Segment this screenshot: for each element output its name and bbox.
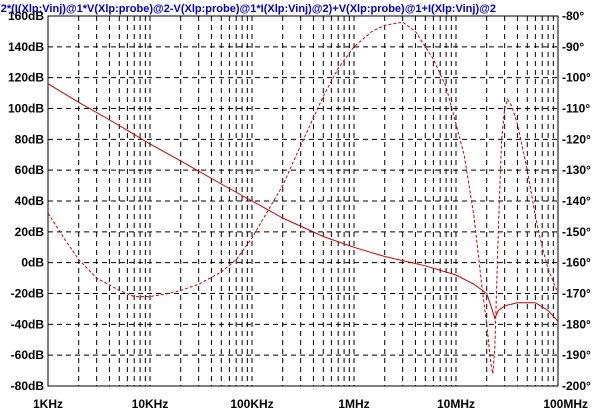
y-left-tick-label: 140dB bbox=[8, 40, 44, 54]
y-right-tick-label: -170° bbox=[562, 287, 591, 301]
y-right-tick-label: -110° bbox=[562, 102, 590, 116]
tick-labels: 160dB 140dB 120dB 100dB 80dB 60dB 40dB 20dB 0dB -… bbox=[8, 9, 591, 411]
y-right-tick-label: -200° bbox=[562, 379, 591, 393]
y-left-tick-label: -20dB bbox=[11, 287, 45, 301]
y-left-tick-label: -60dB bbox=[11, 348, 45, 362]
y-left-tick-label: 100dB bbox=[8, 102, 44, 116]
y-left-tick-label: 20dB bbox=[15, 225, 45, 239]
y-right-tick-label: -190° bbox=[562, 348, 591, 362]
y-right-tick-label: -140° bbox=[562, 194, 591, 208]
y-right-tick-label: -100° bbox=[562, 71, 591, 85]
x-tick-label: 1KHz bbox=[33, 397, 63, 411]
y-left-tick-label: 80dB bbox=[15, 132, 45, 146]
y-left-tick-label: 160dB bbox=[8, 9, 44, 23]
y-left-tick-label: 0dB bbox=[21, 256, 44, 270]
x-tick-label: 10KHz bbox=[132, 397, 169, 411]
y-left-tick-label: 60dB bbox=[15, 163, 45, 177]
y-right-tick-label: -90° bbox=[562, 40, 584, 54]
y-left-tick-label: -80dB bbox=[11, 379, 45, 393]
y-right-tick-label: -80° bbox=[562, 9, 584, 23]
y-left-tick-label: -40dB bbox=[11, 317, 45, 331]
x-tick-label: 1MHz bbox=[338, 397, 369, 411]
phase-trace bbox=[47, 21, 559, 374]
chart-title: /(2*(I(Xlp:Vinj)@1*V(Xlp:probe)@2-V(Xlp:… bbox=[0, 3, 496, 15]
y-right-tick-label: -160° bbox=[562, 256, 591, 270]
x-tick-label: 10MHz bbox=[437, 397, 475, 411]
magnitude-trace bbox=[47, 83, 559, 322]
y-right-tick-label: -150° bbox=[562, 225, 591, 239]
plot-frame bbox=[47, 15, 559, 387]
y-right-tick-label: -130° bbox=[562, 163, 591, 177]
grid bbox=[48, 16, 558, 386]
y-right-tick-label: -180° bbox=[562, 317, 591, 331]
series-group bbox=[47, 21, 559, 374]
y-left-tick-label: 40dB bbox=[15, 194, 45, 208]
y-left-tick-label: 120dB bbox=[8, 71, 44, 85]
x-tick-label: 100KHz bbox=[230, 397, 273, 411]
y-right-tick-label: -120° bbox=[562, 132, 591, 146]
x-tick-label: 100MHz bbox=[543, 397, 588, 411]
